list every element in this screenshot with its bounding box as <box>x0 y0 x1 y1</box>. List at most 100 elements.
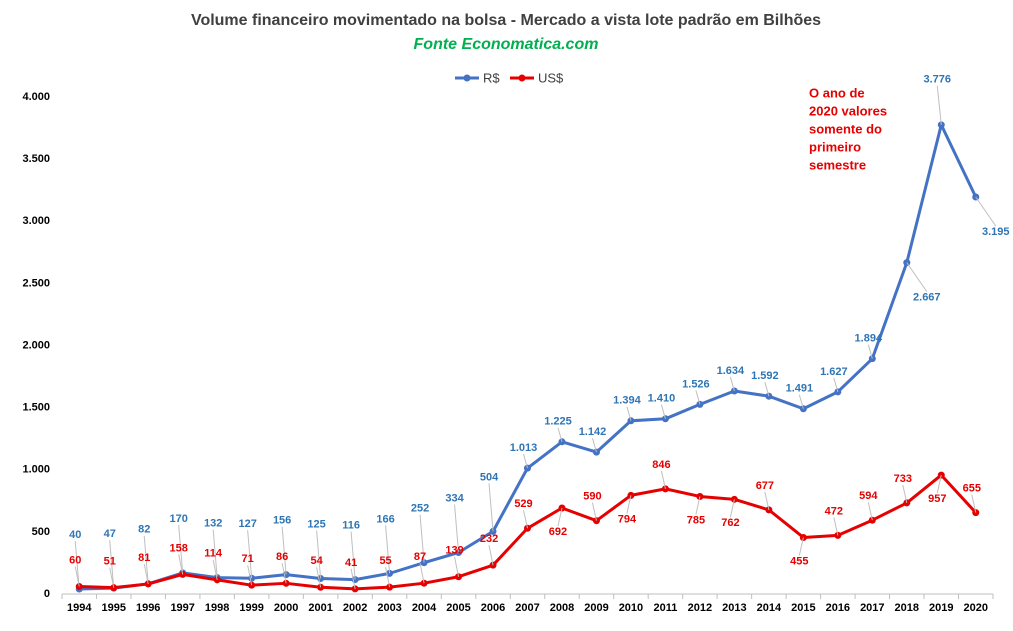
leader-line <box>798 537 804 556</box>
data-label: 762 <box>721 517 739 529</box>
data-label: 47 <box>104 528 116 540</box>
data-label: 166 <box>376 513 394 525</box>
y-tick-label: 1.000 <box>22 464 50 476</box>
y-tick-label: 3.000 <box>22 215 50 227</box>
data-label: 1.627 <box>820 366 848 378</box>
x-tick-label: 2016 <box>826 602 850 614</box>
data-label: 529 <box>514 498 532 510</box>
leader-line <box>350 568 356 590</box>
data-label: 139 <box>445 545 463 557</box>
leader-line <box>591 437 597 453</box>
data-label: 692 <box>549 526 567 538</box>
y-tick-label: 1.500 <box>22 402 50 414</box>
leader-line <box>178 524 184 573</box>
x-tick-label: 1995 <box>101 602 125 614</box>
leader-line <box>936 474 942 494</box>
data-label: 334 <box>445 492 464 504</box>
leader-line <box>385 525 391 574</box>
data-label: 733 <box>894 473 912 485</box>
data-label: 116 <box>342 519 360 531</box>
leader-line <box>109 567 115 588</box>
data-label: 3.195 <box>982 226 1010 238</box>
legend-label: US$ <box>538 70 564 85</box>
leader-line <box>109 540 115 589</box>
leader-line <box>350 531 356 580</box>
leader-line <box>660 470 666 489</box>
data-label: 170 <box>170 513 188 525</box>
data-label: 590 <box>583 491 601 503</box>
leader-line <box>212 529 218 578</box>
leader-line <box>523 453 528 469</box>
x-tick-label: 2014 <box>757 602 782 614</box>
y-tick-label: 500 <box>32 526 50 538</box>
data-label: 252 <box>411 503 429 515</box>
leader-line <box>833 377 839 392</box>
x-tick-label: 1999 <box>239 602 263 614</box>
data-label: 1.592 <box>751 370 779 382</box>
leader-line <box>695 496 701 515</box>
leader-line <box>143 535 149 584</box>
x-tick-label: 2011 <box>653 602 677 614</box>
data-label: 594 <box>859 490 878 502</box>
data-label: 957 <box>928 493 946 505</box>
leader-line <box>867 502 873 521</box>
data-label: 1.491 <box>786 383 814 395</box>
leader-line <box>729 376 735 392</box>
y-tick-label: 0 <box>44 588 50 600</box>
data-label: 655 <box>963 483 981 495</box>
leader-line <box>906 262 928 292</box>
data-label: 677 <box>756 480 774 492</box>
leader-line <box>764 491 770 510</box>
chart-title: Volume financeiro movimentado na bolsa -… <box>191 12 821 29</box>
data-label: 51 <box>104 556 116 568</box>
data-label: 1.394 <box>613 395 641 407</box>
leader-line <box>557 427 563 442</box>
data-label: 785 <box>687 514 705 526</box>
leader-line <box>591 502 597 521</box>
x-tick-label: 2009 <box>584 602 608 614</box>
leader-line <box>247 530 253 579</box>
data-label: 1.634 <box>717 365 745 377</box>
data-label: 114 <box>204 548 223 560</box>
x-tick-label: 2020 <box>964 602 988 614</box>
y-tick-label: 4.000 <box>22 91 50 103</box>
data-label: 1.142 <box>579 426 607 438</box>
leader-line <box>488 545 494 566</box>
x-tick-label: 2019 <box>929 602 953 614</box>
leader-line <box>936 85 942 125</box>
data-label: 87 <box>414 551 426 563</box>
data-label: 60 <box>69 554 81 566</box>
leader-line <box>488 483 494 532</box>
x-tick-label: 2004 <box>412 602 437 614</box>
leader-line <box>385 567 391 588</box>
chart-subtitle: Fonte Economatica.com <box>414 36 599 53</box>
annotation: 2020 valores <box>809 103 887 118</box>
x-tick-label: 2018 <box>895 602 919 614</box>
data-label: 41 <box>345 557 357 569</box>
data-label: 2.667 <box>913 292 941 304</box>
data-label: 156 <box>273 515 291 527</box>
leader-line <box>902 484 908 504</box>
x-tick-label: 1996 <box>136 602 160 614</box>
annotation: semestre <box>809 157 866 172</box>
leader-line <box>178 554 184 575</box>
annotation: somente do <box>809 121 882 136</box>
x-tick-label: 2015 <box>791 602 815 614</box>
data-label: 86 <box>276 551 288 563</box>
leader-line <box>626 406 632 421</box>
data-label: 1.894 <box>855 333 883 345</box>
data-label: 472 <box>825 505 843 517</box>
leader-line <box>143 563 149 585</box>
data-label: 132 <box>204 518 222 530</box>
leader-line <box>660 404 666 419</box>
leader-line <box>74 566 80 587</box>
leader-line <box>626 495 632 514</box>
y-tick-label: 2.000 <box>22 339 50 351</box>
data-label: 127 <box>238 518 256 530</box>
leader-line <box>867 344 873 359</box>
x-tick-label: 2013 <box>722 602 746 614</box>
x-tick-label: 2006 <box>481 602 505 614</box>
data-label: 158 <box>170 542 188 554</box>
